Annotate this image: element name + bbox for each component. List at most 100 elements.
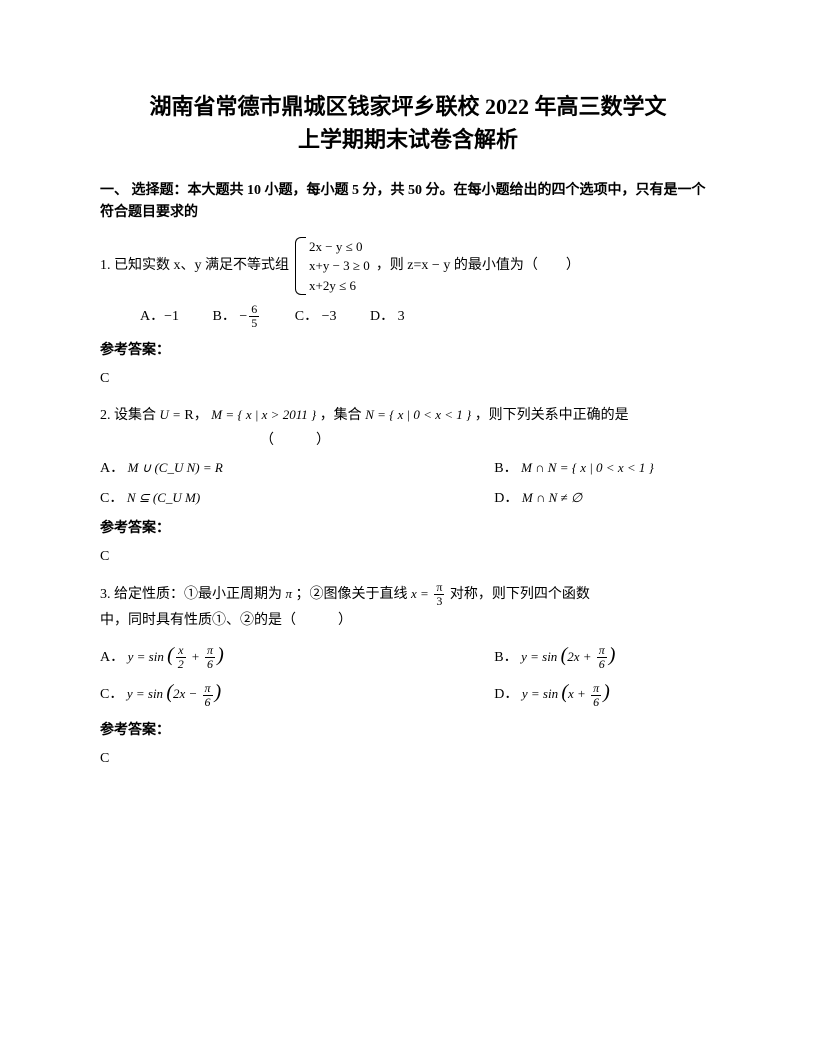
q1-prefix: 1. 已知实数 x、y 满足不等式组 [100,253,289,278]
q2-opt-a-expr: M ∪ (C_U N) = R [128,460,223,475]
q2-opt-a: A． M ∪ (C_U N) = R [100,457,482,477]
q3-a-f1n: x [176,644,186,658]
q1-answer-label: 参考答案： [100,339,716,359]
q1-opt-d-label: D． [370,309,394,324]
q1-opt-b-den: 5 [249,317,259,330]
q3-c-fd: 6 [203,696,213,709]
q1-opt-c: C． −3 [295,309,340,324]
q1-opt-a: A．−1 [140,309,183,324]
q1-opt-c-val: −3 [322,309,337,324]
q3-xeq-num: π [434,581,444,595]
q2-paren: （ ） [260,433,330,448]
q1-opt-b: B． −65 [213,309,265,324]
q3-b-fn: π [597,644,607,658]
question-1: 1. 已知实数 x、y 满足不等式组 2x − y ≤ 0 x+y − 3 ≥ … [100,237,716,296]
q3-opt-a-expr: y = sin (x2 + π6) [128,649,224,664]
q1-sys-line3: x+2y ≤ 6 [309,276,370,296]
q2-m-expr: M = { x | x > 2011 } [211,407,316,422]
q3-opts-row2: C． y = sin (2x − π6) D． y = sin (x + π6) [100,681,716,709]
q2-answer: C [100,549,716,565]
q1-opt-b-frac: 65 [249,303,259,330]
q3-opt-b-expr: y = sin (2x + π6) [521,649,615,664]
question-3: 3. 给定性质：①最小正周期为 π ；②图像关于直线 x = π3 对称，则下列… [100,581,716,634]
q3-answer: C [100,751,716,767]
q3-xeq: x = [411,586,429,601]
q3-answer-label: 参考答案： [100,719,716,739]
q3-opt-c-label: C． [100,687,123,702]
q2-opts-row1: A． M ∪ (C_U N) = R B． M ∩ N = { x | 0 < … [100,457,716,477]
q3-opt-a-label: A． [100,650,124,665]
title-line-2: 上学期期末试卷含解析 [100,123,716,156]
q2-mid1: ，集合 [320,408,362,423]
q3-suffix1: 对称，则下列四个函数 [450,587,590,602]
q3-a-f2n: π [205,644,215,658]
q2-opt-d-expr: M ∩ N ≠ ∅ [522,490,582,505]
q3-opt-d-expr: y = sin (x + π6) [522,686,610,701]
q1-opt-d-val: 3 [398,309,405,324]
q3-opt-b-pre: y = sin [521,649,557,664]
q3-b-inner: 2x + [567,649,595,664]
q3-opts-row1: A． y = sin (x2 + π6) B． y = sin (2x + π6… [100,644,716,672]
q3-suffix2: 中，同时具有性质①、②的是（ ） [100,613,352,628]
section-1-header: 一、 选择题：本大题共 10 小题，每小题 5 分，共 50 分。在每小题给出的… [100,180,716,225]
q3-xeq-den: 3 [434,595,444,608]
q2-n-expr: N = { x | 0 < x < 1 } [365,407,471,422]
q2-opts-row2: C． N ⊆ (C_U M) D． M ∩ N ≠ ∅ [100,487,716,507]
q2-opt-b-label: B． [494,461,517,476]
q3-c-fn: π [203,682,213,696]
q3-xeq-frac: π3 [434,581,444,608]
title-line-1: 湖南省常德市鼎城区钱家坪乡联校 2022 年高三数学文 [100,90,716,123]
q3-opt-a: A． y = sin (x2 + π6) [100,644,482,672]
q2-answer-label: 参考答案： [100,517,716,537]
q3-opt-c: C． y = sin (2x − π6) [100,681,482,709]
q2-opt-d-label: D． [494,491,518,506]
q3-pi: π [286,586,293,601]
q3-d-fn: π [591,682,601,696]
q1-opt-a-val: −1 [164,309,179,324]
q3-prefix: 3. 给定性质：①最小正周期为 [100,587,282,602]
q3-d-fd: 6 [591,696,601,709]
q1-sys-line2: x+y − 3 ≥ 0 [309,256,370,276]
q2-opt-d: D． M ∩ N ≠ ∅ [494,487,716,507]
q1-options: A．−1 B． −65 C． −3 D． 3 [100,303,716,330]
q3-c-inner: 2x − [173,686,201,701]
q1-inequality-system: 2x − y ≤ 0 x+y − 3 ≥ 0 x+2y ≤ 6 [295,237,370,296]
q3-d-inner: x + [568,686,589,701]
question-2: 2. 设集合 U = R， M = { x | x > 2011 } ，集合 N… [100,403,716,453]
q2-opt-b: B． M ∩ N = { x | 0 < x < 1 } [494,457,716,477]
q3-opt-b-label: B． [494,650,517,665]
q3-mid1: ；②图像关于直线 [296,587,408,602]
q1-opt-b-label: B． [213,309,236,324]
q3-opt-a-frac1: x2 [176,644,186,671]
q3-a-f2d: 6 [205,658,215,671]
q2-prefix: 2. 设集合 [100,408,156,423]
q3-opt-c-expr: y = sin (2x − π6) [127,686,221,701]
q3-opt-d: D． y = sin (x + π6) [494,681,716,709]
q3-b-fd: 6 [597,658,607,671]
q3-opt-b: B． y = sin (2x + π6) [494,644,716,672]
q3-opt-a-pre: y = sin [128,649,164,664]
q2-u-val: R， [184,408,207,423]
q1-suffix: ，则 z=x − y 的最小值为（ ） [376,253,580,278]
q2-opt-a-label: A． [100,461,124,476]
q3-opt-c-frac: π6 [203,682,213,709]
q1-opt-b-neg: − [239,309,247,324]
q1-opt-b-num: 6 [249,303,259,317]
exam-title: 湖南省常德市鼎城区钱家坪乡联校 2022 年高三数学文 上学期期末试卷含解析 [100,90,716,156]
q3-opt-a-frac2: π6 [205,644,215,671]
q3-opt-d-frac: π6 [591,682,601,709]
q1-opt-d: D． 3 [370,309,405,324]
q3-opt-d-pre: y = sin [522,686,558,701]
q2-opt-c-label: C． [100,491,123,506]
q2-opt-c: C． N ⊆ (C_U M) [100,487,482,507]
q2-opt-b-expr: M ∩ N = { x | 0 < x < 1 } [521,460,654,475]
q1-answer: C [100,371,716,387]
q1-opt-a-label: A． [140,309,164,324]
q1-opt-c-label: C． [295,309,318,324]
q3-a-f1d: 2 [176,658,186,671]
q3-opt-b-frac: π6 [597,644,607,671]
q3-opt-d-label: D． [494,687,518,702]
q3-a-plus: + [188,649,203,664]
q2-suffix: ，则下列关系中正确的是 [475,408,629,423]
q1-sys-line1: 2x − y ≤ 0 [309,237,370,257]
